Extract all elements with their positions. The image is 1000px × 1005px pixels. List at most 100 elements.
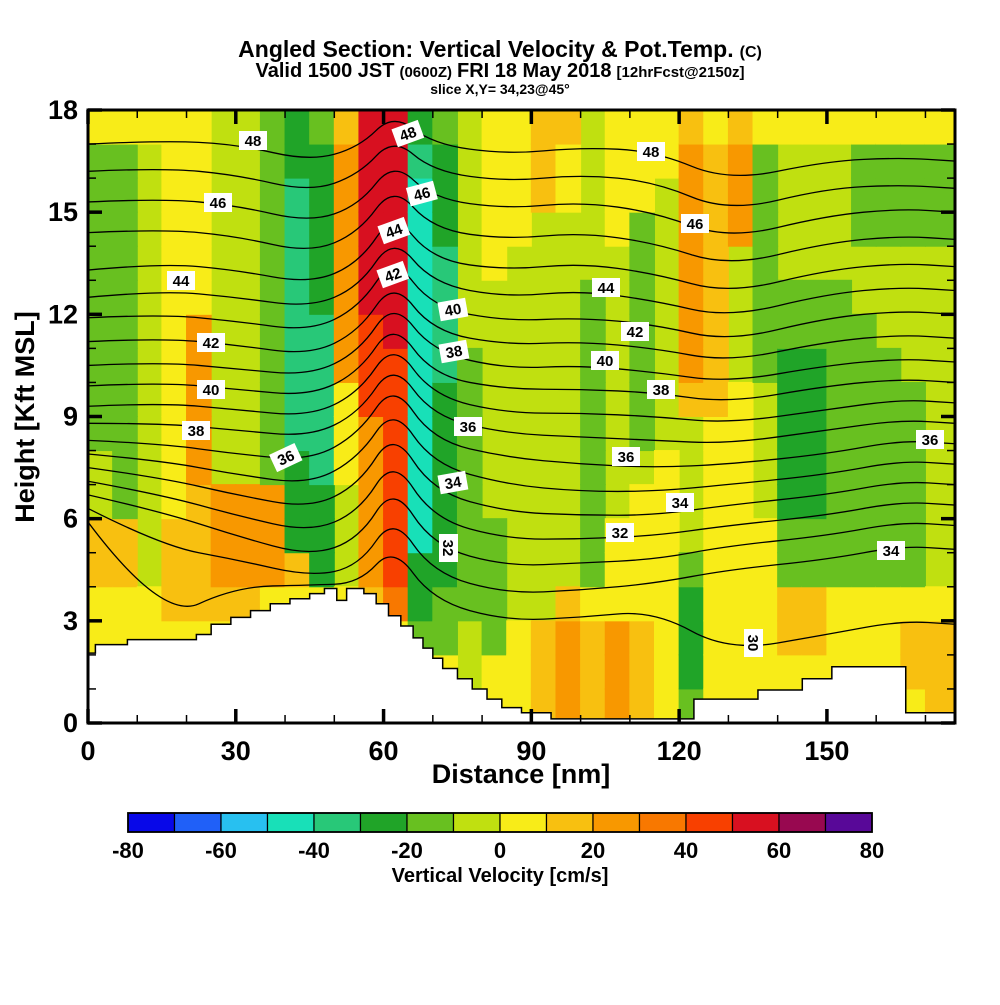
field-cell	[88, 110, 114, 145]
y-axis-title: Height [Kft MSL]	[10, 311, 40, 522]
isotherm-label-box	[637, 142, 665, 161]
field-cell	[851, 586, 877, 622]
field-cell	[727, 450, 754, 486]
isotherm-label-box	[877, 541, 905, 560]
isotherm-label-box	[606, 523, 634, 542]
field-cell	[161, 347, 188, 383]
isotherm-line	[88, 195, 955, 262]
field-cell	[752, 110, 779, 145]
field-cell	[703, 654, 729, 690]
isotherm-label-text: 36	[618, 449, 635, 466]
field-cell	[703, 347, 729, 383]
field-cell	[604, 586, 631, 622]
field-cell	[112, 313, 138, 349]
colorbar-outline	[127, 812, 873, 833]
isotherm-line	[88, 419, 955, 493]
field-cell	[112, 279, 138, 315]
field-cell	[481, 177, 508, 213]
field-cell	[678, 110, 705, 145]
field-cell	[235, 552, 261, 588]
field-cell	[851, 313, 877, 349]
field-cell	[284, 484, 311, 520]
field-cell	[112, 586, 138, 622]
isotherm-label-box	[591, 351, 619, 370]
isotherm-label-box	[437, 297, 469, 322]
colorbar-title: Vertical Velocity [cm/s]	[392, 865, 609, 887]
field-cell	[161, 381, 188, 417]
isotherm-label-box	[454, 417, 482, 436]
colorbar-segment	[778, 812, 827, 833]
field-cell	[900, 177, 926, 213]
field-cell	[309, 177, 335, 213]
field-cell	[604, 552, 631, 588]
field-cell	[777, 586, 803, 622]
field-cell	[580, 688, 606, 723]
y-tick-label: 0	[63, 708, 78, 738]
field-cell	[851, 518, 877, 554]
field-cell	[161, 211, 188, 247]
isotherm-label: 46	[681, 214, 709, 233]
field-cell	[555, 110, 582, 145]
isotherm-label: 36	[454, 417, 482, 436]
field-cell	[309, 279, 335, 315]
field-cell	[777, 620, 803, 656]
field-cell	[875, 586, 902, 622]
x-tick-label: 120	[657, 736, 702, 766]
field-cell	[358, 177, 385, 213]
field-cell	[654, 586, 680, 622]
isotherm-line	[88, 494, 955, 566]
field-cell	[875, 381, 902, 417]
field-cell	[900, 586, 926, 622]
field-cell	[580, 620, 606, 656]
field-cell	[383, 450, 409, 486]
field-cell	[88, 177, 114, 213]
field-cell	[88, 552, 114, 588]
field-cell	[555, 654, 582, 690]
field-cell	[333, 245, 360, 281]
field-cell	[924, 211, 951, 247]
field-cell	[752, 245, 779, 281]
field-cell	[506, 177, 532, 213]
field-cell	[629, 552, 656, 588]
field-cell	[678, 620, 705, 656]
field-cell	[530, 654, 557, 690]
field-cell	[88, 381, 114, 417]
field-cell	[826, 620, 853, 656]
field-cell	[383, 313, 409, 349]
isotherm-label-text: 40	[203, 382, 220, 399]
isotherm-line	[88, 443, 955, 516]
field-cell	[284, 518, 311, 554]
colorbar-tick-label: 20	[581, 838, 605, 863]
field-cell	[851, 347, 877, 383]
field-cell	[629, 347, 656, 383]
field-cell	[801, 347, 828, 383]
y-tick-label: 15	[48, 197, 78, 227]
field-cell	[506, 143, 532, 179]
field-cell	[875, 347, 902, 383]
isotherm-line	[88, 333, 955, 401]
isotherm-line	[88, 471, 955, 540]
field-cell	[358, 381, 385, 417]
isotherm-line	[88, 507, 955, 593]
field-cell	[481, 552, 508, 588]
field-cell	[629, 245, 656, 281]
field-cell	[481, 211, 508, 247]
isotherm-label: 32	[439, 534, 458, 562]
field-cell	[186, 552, 212, 588]
field-cell	[604, 110, 631, 145]
field-cell	[333, 110, 360, 145]
isotherm-label-text: 46	[412, 184, 433, 205]
field-cell	[801, 484, 828, 520]
field-cell	[629, 688, 656, 723]
field-cell	[481, 654, 508, 690]
field-cell	[949, 211, 955, 247]
field-cell	[629, 654, 656, 690]
field-cell	[259, 347, 286, 383]
field-cell	[112, 211, 138, 247]
field-cell	[580, 381, 606, 417]
colorbar-segment	[406, 812, 455, 833]
field-cell	[727, 211, 754, 247]
colorbar-segment	[173, 812, 222, 833]
field-cell	[309, 110, 335, 145]
